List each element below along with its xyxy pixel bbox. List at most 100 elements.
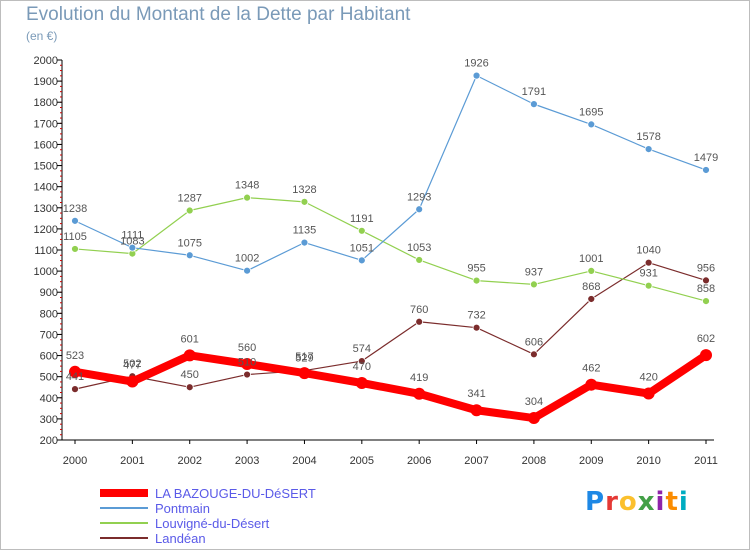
data-point [644,281,653,290]
logo-letter: o [618,487,638,517]
x-tick-label: 2010 [636,455,660,467]
data-label: 601 [181,333,199,345]
y-tick-label: 1800 [34,97,58,109]
data-label: 420 [639,372,657,384]
data-point [644,145,653,153]
data-label: 1191 [350,213,374,225]
y-tick-label: 800 [40,308,58,320]
legend-label: Landéan [155,531,206,546]
data-label: 760 [410,304,428,316]
data-label: 931 [639,268,657,280]
x-tick-label: 2008 [522,455,546,467]
axes: 200 300 400 500 600 700 800 900 1000 1100 1200 1300… [34,55,718,467]
data-point [530,350,538,359]
data-label: 560 [238,342,256,354]
x-tick-label: 2001 [120,455,144,467]
legend-label: Louvigné-du-Désert [155,516,270,531]
data-label: 606 [525,336,543,348]
x-tick-label: 2009 [579,455,603,467]
data-labels: 441 502 450 510 529 574 760 732 606 868 1040 956 110… [63,58,718,408]
data-label: 1040 [636,245,660,257]
data-point [702,297,710,305]
legend: LA BAZOUGE-DU-DéSERTPontmainLouvigné-du-… [100,486,316,546]
data-point [183,349,196,362]
data-point [530,100,538,109]
data-label: 510 [238,357,256,369]
x-tick-label: 2002 [177,455,201,467]
x-tick-label: 2005 [350,455,374,467]
data-label: 419 [410,372,428,384]
data-label: 956 [697,262,715,274]
data-label: 441 [66,371,84,383]
data-point [587,266,596,275]
logo-letter: r [605,487,619,517]
logo-letter: x [637,487,656,517]
data-point [700,349,712,362]
y-axis-unit: (en €) [26,29,58,43]
logo-letter: i [678,487,689,517]
data-point [357,357,366,365]
y-tick-label: 700 [40,329,58,341]
data-label: 858 [697,283,715,295]
data-label: 1051 [350,242,374,254]
x-tick-label: 2000 [63,455,87,467]
data-point [357,226,366,235]
data-point [472,323,481,332]
data-point [71,216,79,225]
x-tick-label: 2007 [464,455,488,467]
data-label: 574 [353,343,371,355]
y-tick-label: 1100 [34,245,58,257]
data-label: 955 [467,263,485,275]
data-label: 1075 [177,237,201,249]
chart-title: Evolution du Montant de la Dette par Hab… [26,4,411,25]
y-tick-label: 600 [40,351,58,363]
logo-letter: P [585,487,606,517]
logo-letter: i [655,487,666,517]
data-label: 1791 [522,86,546,98]
data-point [300,238,309,247]
y-tick-label: 2000 [34,55,58,67]
y-tick-label: 500 [40,372,58,384]
y-tick-label: 300 [40,414,58,426]
data-point [702,276,710,285]
data-label: 470 [353,361,371,373]
data-point [413,387,426,400]
data-point [185,383,194,392]
data-label: 1479 [694,152,718,164]
x-tick-label: 2004 [292,455,316,467]
data-label: 529 [295,353,313,365]
data-label: 304 [525,396,543,408]
data-label: 517 [295,351,313,363]
data-label: 502 [123,358,141,370]
legend-label: LA BAZOUGE-DU-DéSERT [155,486,316,501]
data-point [126,375,139,388]
data-point [300,197,309,206]
data-point [241,358,254,370]
data-point [71,385,79,394]
data-label: 450 [181,369,199,381]
logo-letter: t [665,487,679,517]
data-point [71,245,79,253]
data-label: 1328 [292,184,316,196]
data-label: 732 [467,310,485,322]
data-point [587,120,596,129]
y-tick-label: 200 [40,435,58,447]
data-label: 477 [123,360,141,372]
y-tick-label: 1900 [34,76,58,88]
series-line-3 [74,262,707,390]
data-point [185,251,194,260]
data-label: 523 [66,350,84,362]
data-point [355,377,368,389]
data-point [702,166,710,174]
data-label: 1105 [63,231,87,243]
data-point [470,404,483,417]
data-point [472,276,481,285]
data-label: 868 [582,281,600,293]
data-point [185,206,194,215]
data-label: 462 [582,363,600,375]
series-line-2 [74,197,707,302]
data-label: 1348 [235,180,259,192]
proxiti-logo: Proxiti [585,487,689,517]
data-point [587,295,596,303]
